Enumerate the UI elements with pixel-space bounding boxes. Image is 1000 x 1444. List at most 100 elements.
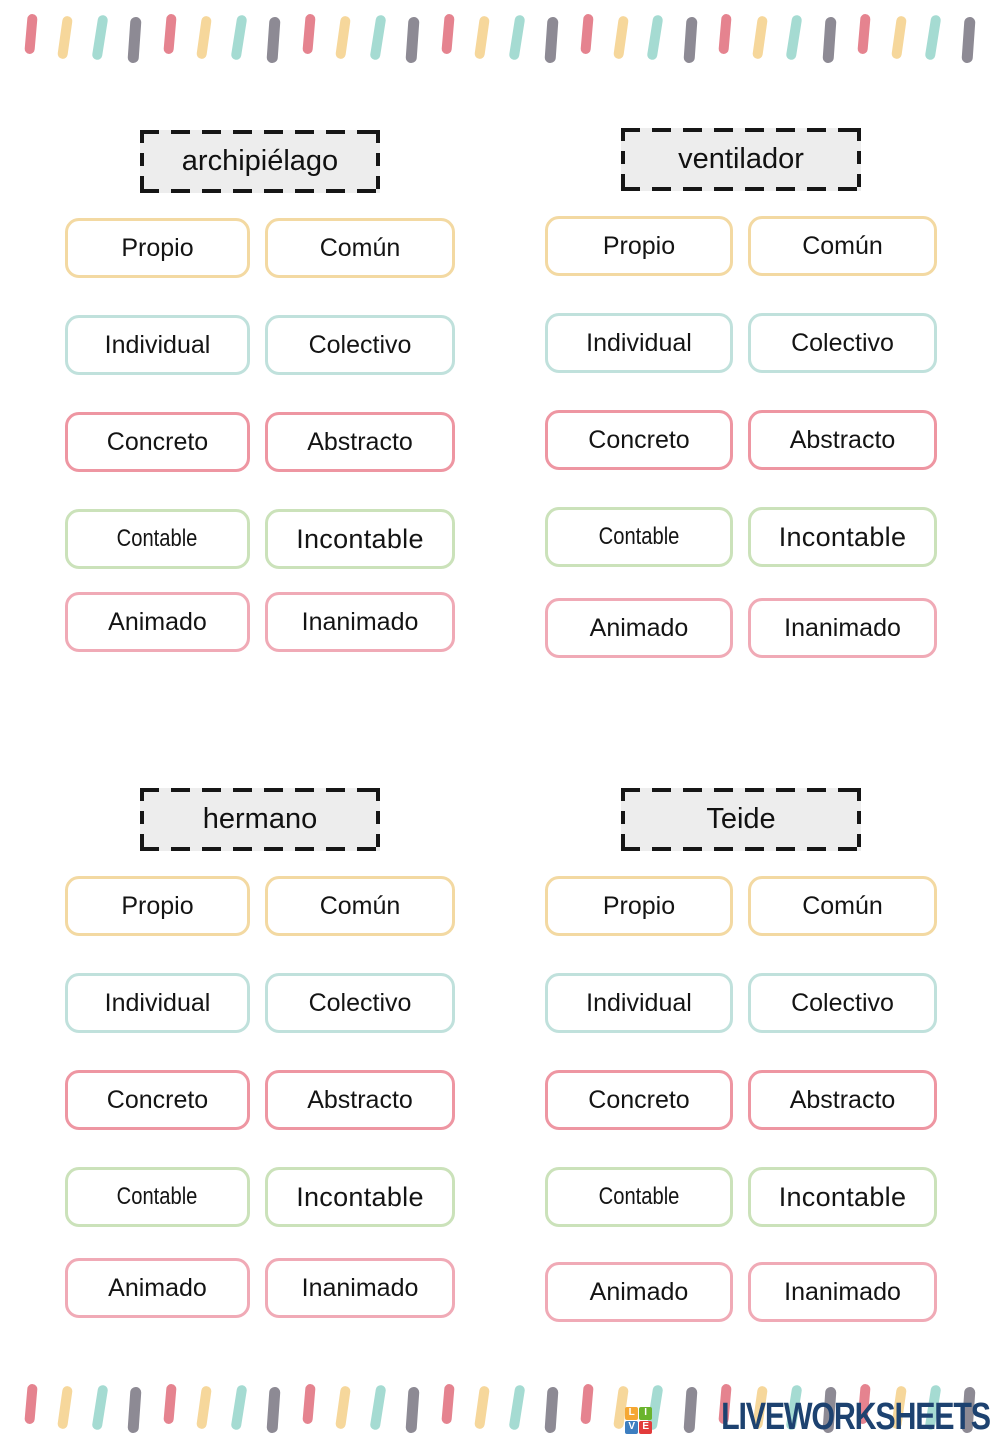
confetti-dash bbox=[924, 14, 942, 61]
chip-animado[interactable]: Animado bbox=[545, 1262, 733, 1322]
logo-tile-letter: E bbox=[639, 1420, 653, 1434]
confetti-dash bbox=[544, 1386, 559, 1434]
chip-individual[interactable]: Individual bbox=[65, 315, 250, 375]
chip-comun[interactable]: Común bbox=[748, 876, 937, 936]
option-chip-label: Propio bbox=[602, 891, 676, 920]
option-chip-label: Animado bbox=[589, 1277, 689, 1306]
options-grid: Propio Común Individual Colectivo Concre… bbox=[65, 218, 455, 666]
option-chip-label: Propio bbox=[121, 233, 194, 262]
chip-animado[interactable]: Animado bbox=[65, 1258, 250, 1318]
chip-contable[interactable]: Contable bbox=[65, 509, 250, 569]
chip-comun[interactable]: Común bbox=[748, 216, 937, 276]
chip-incontable[interactable]: Incontable bbox=[265, 1167, 455, 1227]
chip-inanimado[interactable]: Inanimado bbox=[265, 1258, 455, 1318]
option-chip-label: Inanimado bbox=[301, 607, 419, 636]
chip-colectivo[interactable]: Colectivo bbox=[748, 973, 937, 1033]
chip-animado[interactable]: Animado bbox=[65, 592, 250, 652]
chip-concreto[interactable]: Concreto bbox=[545, 410, 733, 470]
confetti-dash bbox=[24, 1383, 38, 1425]
confetti-dash bbox=[405, 16, 420, 64]
option-chip-label: Animado bbox=[589, 613, 689, 642]
chip-inanimado[interactable]: Inanimado bbox=[265, 592, 455, 652]
confetti-dash bbox=[961, 16, 976, 64]
quadrant-ventilador: ventilador Propio Común Individual Colec… bbox=[545, 128, 937, 664]
logo-text: LIVEWORKSHEETS bbox=[721, 1395, 991, 1438]
confetti-dash bbox=[163, 13, 177, 55]
chip-propio[interactable]: Propio bbox=[545, 216, 733, 276]
word-card-ventilador: ventilador bbox=[621, 128, 861, 191]
chip-comun[interactable]: Común bbox=[265, 876, 455, 936]
chip-propio[interactable]: Propio bbox=[545, 876, 733, 936]
option-chip-label: Concreto bbox=[106, 1085, 209, 1114]
option-chip-label: Abstracto bbox=[307, 1085, 413, 1114]
options-grid: Propio Común Individual Colectivo Concre… bbox=[65, 876, 455, 1324]
chip-incontable[interactable]: Incontable bbox=[748, 507, 937, 567]
confetti-dash bbox=[91, 14, 109, 61]
option-chip-label: Incontable bbox=[778, 521, 907, 552]
word-card-archipielago: archipiélago bbox=[140, 130, 380, 193]
chip-propio[interactable]: Propio bbox=[65, 876, 250, 936]
chip-inanimado[interactable]: Inanimado bbox=[748, 598, 937, 658]
chip-concreto[interactable]: Concreto bbox=[65, 412, 250, 472]
confetti-dash bbox=[302, 1383, 316, 1425]
chip-contable[interactable]: Contable bbox=[65, 1167, 250, 1227]
chip-comun[interactable]: Común bbox=[265, 218, 455, 278]
chip-abstracto[interactable]: Abstracto bbox=[748, 1070, 937, 1130]
chip-contable[interactable]: Contable bbox=[545, 1167, 733, 1227]
options-grid: Propio Común Individual Colectivo Concre… bbox=[545, 876, 937, 1324]
confetti-dash bbox=[266, 16, 281, 64]
option-chip-label: Concreto bbox=[588, 425, 690, 454]
chip-concreto[interactable]: Concreto bbox=[545, 1070, 733, 1130]
confetti-dash bbox=[335, 1385, 352, 1430]
quadrant-hermano: hermano Propio Común Individual Colectiv… bbox=[65, 788, 455, 1324]
confetti-dash bbox=[579, 13, 594, 55]
chip-individual[interactable]: Individual bbox=[65, 973, 250, 1033]
confetti-dash bbox=[230, 1384, 248, 1431]
option-chip-label: Colectivo bbox=[308, 330, 412, 359]
option-chip-label: Abstracto bbox=[789, 425, 896, 454]
confetti-dash bbox=[369, 14, 387, 61]
chip-inanimado[interactable]: Inanimado bbox=[748, 1262, 937, 1322]
option-chip-label: Contable bbox=[598, 523, 680, 550]
chip-individual[interactable]: Individual bbox=[545, 973, 733, 1033]
option-chip-label: Concreto bbox=[588, 1085, 690, 1114]
option-chip-label: Individual bbox=[104, 330, 211, 359]
confetti-dash bbox=[57, 15, 74, 60]
chip-abstracto[interactable]: Abstracto bbox=[265, 412, 455, 472]
chip-colectivo[interactable]: Colectivo bbox=[748, 313, 937, 373]
option-chip-label: Abstracto bbox=[789, 1085, 896, 1114]
quadrant-archipielago: archipiélago Propio Común Individual Col… bbox=[65, 130, 455, 666]
chip-colectivo[interactable]: Colectivo bbox=[265, 315, 455, 375]
word-card-teide: Teide bbox=[621, 788, 861, 851]
chip-incontable[interactable]: Incontable bbox=[265, 509, 455, 569]
confetti-dash bbox=[91, 1384, 109, 1431]
chip-individual[interactable]: Individual bbox=[545, 313, 733, 373]
chip-animado[interactable]: Animado bbox=[545, 598, 733, 658]
chip-abstracto[interactable]: Abstracto bbox=[265, 1070, 455, 1130]
confetti-dash bbox=[646, 14, 664, 61]
confetti-dash bbox=[579, 1383, 594, 1425]
option-chip-label: Individual bbox=[104, 988, 211, 1017]
confetti-dash bbox=[196, 15, 213, 60]
option-chip-label: Común bbox=[802, 891, 883, 920]
chip-propio[interactable]: Propio bbox=[65, 218, 250, 278]
confetti-dash bbox=[440, 13, 455, 55]
confetti-dash bbox=[613, 15, 629, 60]
chip-concreto[interactable]: Concreto bbox=[65, 1070, 250, 1130]
chip-abstracto[interactable]: Abstracto bbox=[748, 410, 937, 470]
confetti-dash bbox=[405, 1386, 420, 1434]
option-chip-label: Común bbox=[319, 891, 401, 920]
confetti-dash bbox=[474, 15, 491, 60]
option-chip-label: Colectivo bbox=[791, 328, 894, 357]
option-chip-label: Animado bbox=[108, 1273, 207, 1302]
chip-colectivo[interactable]: Colectivo bbox=[265, 973, 455, 1033]
option-chip-label: Inanimado bbox=[301, 1273, 419, 1302]
logo-tile-letter: I bbox=[639, 1406, 653, 1420]
chip-contable[interactable]: Contable bbox=[545, 507, 733, 567]
confetti-dash bbox=[163, 1383, 177, 1425]
option-chip-label: Animado bbox=[108, 607, 207, 636]
option-chip-label: Común bbox=[802, 231, 883, 260]
confetti-dash bbox=[508, 1384, 526, 1431]
chip-incontable[interactable]: Incontable bbox=[748, 1167, 937, 1227]
